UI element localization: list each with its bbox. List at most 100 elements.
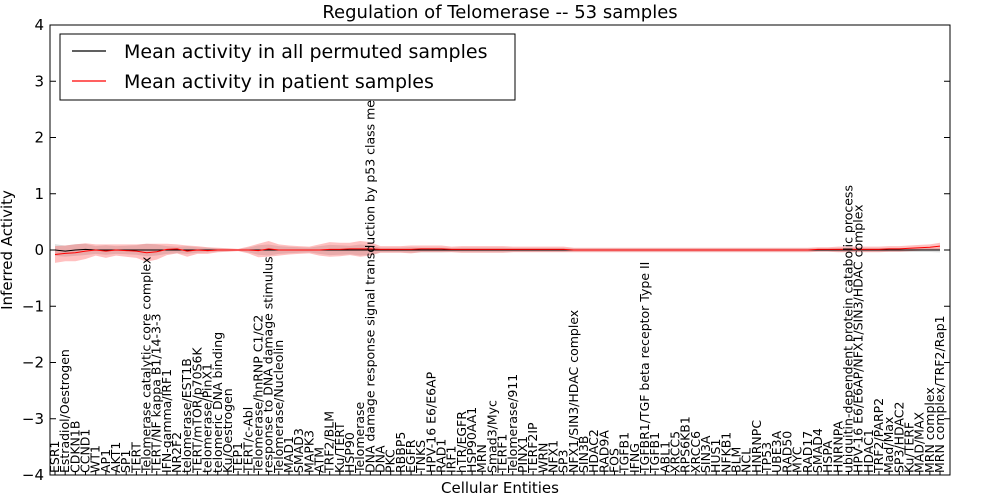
x-category-label: Ku/TERF	[901, 422, 916, 473]
x-category-label: TERT	[128, 442, 143, 474]
patient-band	[55, 241, 940, 263]
x-category-label: response to DNA damage stimulus	[261, 256, 276, 473]
x-category-label: CCND1	[78, 429, 93, 473]
x-category-label: TRF2/BLM	[322, 411, 337, 474]
x-category-label: IRF1	[444, 445, 459, 473]
x-category-label: ESR1	[47, 441, 62, 473]
x-category-label: telomerase/EST1B	[179, 358, 194, 473]
x-category-label: HPV-16 E6/E6AP/NFX1/SIN3/HDAC complex	[851, 204, 866, 473]
legend-label-patient: Mean activity in patient samples	[124, 71, 434, 93]
y-tick-label: 2	[34, 129, 44, 147]
x-category-label: XRCC5	[668, 431, 683, 473]
x-category-label: HUS1	[708, 439, 723, 473]
x-category-label: Estradiol/Oestrogen	[57, 349, 72, 473]
x-category-label: DNA damage response signal transduction …	[362, 62, 377, 473]
x-category-label: Mad/Max	[881, 417, 896, 473]
x-category-label: WRN	[535, 443, 550, 473]
series-line-patient	[54, 245, 941, 255]
y-tick-label: −1	[22, 297, 44, 315]
x-category-label: Telomerase/911	[505, 374, 520, 474]
x-category-label: Telomerase/Nucleolin	[271, 340, 286, 474]
x-category-label: TGFBR1/TGF beta receptor Type II	[637, 262, 652, 474]
x-category-label: HDAC2	[586, 429, 601, 473]
x-category-label: HNRNPA	[830, 420, 845, 473]
x-category-label: PKC	[383, 449, 398, 473]
x-category-label: TERT/NF kappa B1/14-3-3	[149, 314, 164, 474]
x-category-label: TERT/mTOR/p70S6K	[189, 347, 204, 474]
x-category-label: TEP1	[230, 442, 245, 474]
x-category-label: TGFB1	[617, 432, 632, 474]
x-category-label: TERT/c-Abl	[240, 407, 255, 474]
x-category-label: TRF2/PARP2	[871, 398, 886, 474]
y-tick-label: −2	[22, 354, 44, 372]
x-category-label: HDAC1	[861, 429, 876, 473]
x-category-label: MAPK3	[301, 430, 316, 473]
legend-label-permuted: Mean activity in all permuted samples	[124, 41, 487, 63]
x-category-label: hTR/EGFR	[454, 411, 469, 473]
x-category-label: NFKB1	[718, 432, 733, 473]
x-category-label: WT1	[88, 445, 103, 473]
x-category-label: TP53	[759, 442, 774, 474]
x-category-label: HNRNPC	[749, 420, 764, 473]
y-tick-label: −4	[22, 466, 44, 484]
x-category-label: SIN3A	[698, 435, 713, 473]
x-category-label: HPV-16 E6/E6AP	[423, 371, 438, 473]
x-category-label: SP3/HDAC2	[891, 402, 906, 473]
chart-title: Regulation of Telomerase -- 53 samples	[322, 2, 677, 23]
x-category-label: TNKS	[413, 440, 428, 474]
x-category-label: MAD/MAX	[912, 411, 927, 473]
series-lines	[54, 245, 941, 255]
y-tick-label: 0	[34, 241, 44, 259]
x-category-label: NFX1	[545, 440, 560, 473]
x-category-label: SP3	[556, 450, 571, 473]
x-category-label: AP1	[98, 449, 113, 473]
shaded-bands	[55, 241, 940, 263]
y-axis-label: Inferred Activity	[0, 190, 16, 310]
x-category-label: MRN complex/TRF2/Rap1	[932, 315, 947, 473]
x-category-label: RBBP5	[393, 432, 408, 473]
x-category-label: EGFR	[403, 439, 418, 473]
x-category-label: SMAD4	[810, 428, 825, 473]
y-tick-label: 1	[34, 185, 44, 203]
x-category-label: TERF1	[495, 434, 510, 474]
x-category-label: IFNG	[627, 443, 642, 473]
x-category-label: telomerase/PinX1	[200, 363, 215, 473]
x-category-label: RPS6KB1	[678, 416, 693, 473]
x-category-label: HSP90	[342, 432, 357, 473]
x-category-label: NFX1/SIN3/HDAC complex	[566, 310, 581, 473]
y-tick-label: −3	[22, 410, 44, 428]
x-category-label: MAD1	[281, 436, 296, 473]
x-category-label: TGFB1	[647, 432, 662, 474]
x-category-label: HSPA	[820, 440, 835, 473]
y-axis: −4 −3 −2 −1 0 1 2 3 4	[22, 16, 950, 484]
x-category-label: NR2F2	[169, 432, 184, 473]
x-category-label: MRN complex	[922, 387, 937, 473]
x-category-label: NCL	[739, 448, 754, 473]
x-category-label: Telomerase/hnRNP C1/C2	[250, 315, 265, 474]
x-category-label: RAD9A	[596, 430, 611, 473]
y-tick-label: 4	[34, 16, 44, 34]
x-category-label: Smad3/Myc	[484, 400, 499, 473]
x-category-label: SMAD3	[291, 428, 306, 473]
x-category-label: RAD50	[779, 431, 794, 473]
x-category-label: CDKN1B	[67, 421, 82, 473]
x-category-label: ABL1	[657, 441, 672, 473]
x-category-label: AKT1	[108, 442, 123, 473]
x-category-label: ubiquitin-dependent protein catabolic pr…	[840, 185, 855, 473]
x-category-label: SIN3B	[576, 436, 591, 474]
x-category-label: UBE3A	[769, 430, 784, 473]
x-category-label: Telomerase	[352, 401, 367, 474]
x-axis-categories: ESR1Estradiol/OestrogenCDKN1BCCND1WT1AP1…	[47, 62, 947, 475]
x-category-label: HSP90AA1	[464, 407, 479, 473]
x-category-label: RAD1	[434, 439, 449, 473]
x-category-label: XRCC6	[688, 431, 703, 473]
x-category-label: Ku/TERT	[332, 422, 347, 473]
x-category-label: Ku/Oestrogen	[220, 388, 235, 473]
x-category-label: IFN-gamma/IRF1	[159, 369, 174, 473]
x-category-label: PINX1	[515, 436, 530, 473]
x-category-label: FOS	[606, 448, 621, 473]
x-category-label: telomeric DNA binding	[210, 332, 225, 473]
x-category-label: SP1	[118, 450, 133, 473]
y-tick-label: 3	[34, 72, 44, 90]
legend: Mean activity in all permuted samples Me…	[59, 33, 516, 101]
